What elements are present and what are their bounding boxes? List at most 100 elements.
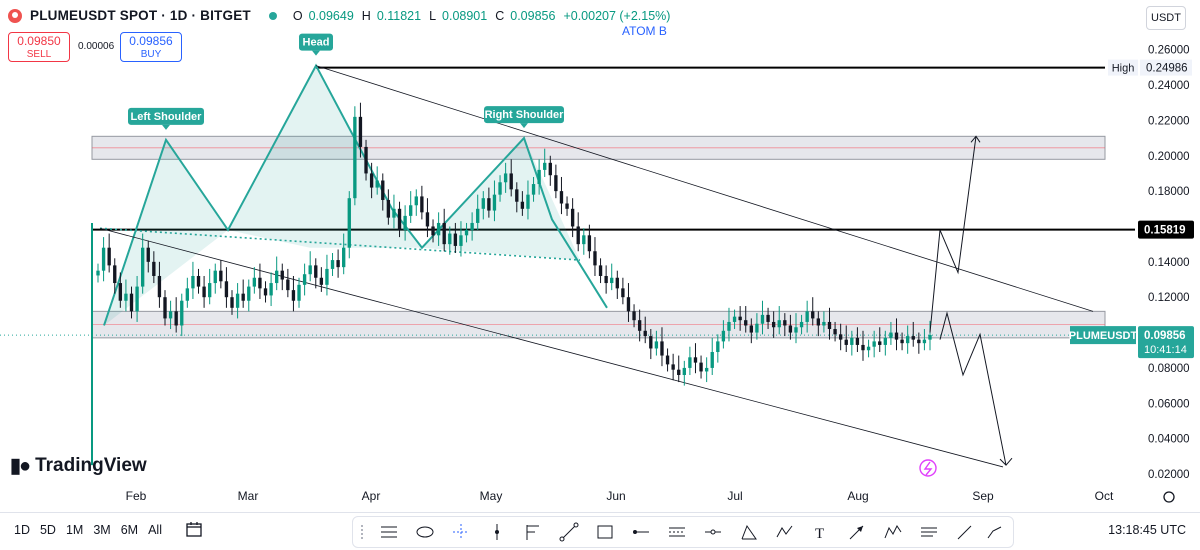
fib-retracement-icon[interactable] bbox=[379, 522, 399, 542]
candle-body bbox=[146, 247, 150, 262]
utc-clock[interactable]: 13:18:45 UTC bbox=[1108, 523, 1186, 537]
drag-handle[interactable] bbox=[361, 525, 367, 539]
tradingview-logo: ▮● TradingView bbox=[10, 453, 147, 478]
candle bbox=[219, 260, 223, 289]
candle-body bbox=[665, 355, 670, 365]
trend-line-icon[interactable] bbox=[559, 522, 579, 542]
brush-icon[interactable] bbox=[955, 522, 975, 542]
current-symbol-text: PLUMEUSDT bbox=[1069, 330, 1138, 342]
elliott-wave-icon[interactable] bbox=[883, 522, 903, 542]
range-5d[interactable]: 5D bbox=[39, 523, 56, 537]
candle bbox=[727, 307, 731, 342]
buy-price: 0.09856 bbox=[129, 34, 173, 48]
candle bbox=[621, 277, 625, 305]
indicator-label[interactable]: ATOM B bbox=[622, 24, 667, 38]
chart-annotations: Left Shoulder Head Right Shoulder High 0.249… bbox=[128, 33, 1194, 477]
candle bbox=[889, 321, 893, 345]
horizontal-ray-icon[interactable] bbox=[631, 522, 651, 542]
calendar-goto-icon[interactable] bbox=[186, 521, 202, 537]
x-tick-label: Feb bbox=[126, 489, 147, 503]
candle-body bbox=[180, 300, 184, 326]
pattern-fill bbox=[104, 65, 580, 326]
candle-body bbox=[347, 198, 351, 248]
horizontal-line-icon[interactable] bbox=[703, 522, 723, 542]
candle bbox=[604, 265, 608, 294]
long-position-icon[interactable] bbox=[919, 522, 939, 542]
ohlc-change: +0.00207 (+2.15%) bbox=[563, 8, 671, 23]
candle-body bbox=[811, 311, 815, 319]
candle bbox=[464, 222, 469, 243]
market-status-icon bbox=[268, 11, 277, 20]
sell-button[interactable]: 0.09850 SELL bbox=[8, 32, 70, 62]
channel-upper-line bbox=[315, 65, 1094, 312]
candle-body bbox=[436, 222, 441, 236]
candle bbox=[353, 106, 357, 206]
candle-body bbox=[716, 341, 720, 353]
parallel-channel-icon[interactable] bbox=[667, 522, 687, 542]
candle bbox=[325, 254, 329, 296]
ohlc-high: 0.11821 bbox=[376, 8, 422, 23]
candle-body bbox=[693, 357, 698, 363]
high-tag-text: High bbox=[1112, 63, 1135, 75]
candle-body bbox=[464, 230, 469, 236]
candle bbox=[844, 325, 848, 353]
candle-body bbox=[252, 277, 257, 287]
candle bbox=[749, 318, 753, 344]
buy-button[interactable]: 0.09856 BUY bbox=[120, 32, 182, 62]
candle-body bbox=[721, 330, 726, 342]
candle bbox=[369, 162, 374, 199]
rectangle-icon[interactable] bbox=[595, 522, 615, 542]
candle bbox=[135, 275, 139, 322]
y-tick-label: 0.02000 bbox=[1148, 469, 1190, 481]
range-3m[interactable]: 3M bbox=[93, 523, 111, 537]
symbol-title[interactable]: PLUMEUSDT SPOT · 1D · BITGET bbox=[30, 8, 251, 23]
drawing-tools-panel: T bbox=[352, 516, 1014, 548]
candle-body bbox=[838, 334, 843, 340]
candle-body bbox=[554, 175, 558, 192]
vertical-line-icon[interactable] bbox=[487, 522, 507, 542]
bitget-logo-icon bbox=[8, 8, 22, 23]
candle bbox=[163, 290, 167, 326]
lightning-event-icon bbox=[919, 459, 937, 477]
text-tool-icon[interactable]: T bbox=[811, 522, 831, 542]
candle bbox=[570, 198, 575, 238]
pitchfork-icon[interactable] bbox=[523, 522, 543, 542]
xabcd-pattern-icon[interactable] bbox=[775, 522, 795, 542]
candle bbox=[152, 251, 156, 284]
candle bbox=[738, 306, 742, 331]
candle-body bbox=[129, 293, 134, 312]
ellipse-icon[interactable] bbox=[415, 522, 435, 542]
range-all[interactable]: All bbox=[148, 523, 162, 537]
candle-body bbox=[872, 341, 876, 347]
candle bbox=[263, 281, 268, 303]
arrow-tool-icon[interactable] bbox=[847, 522, 867, 542]
candle bbox=[799, 314, 804, 335]
candle-body bbox=[113, 265, 117, 284]
high-value-bg bbox=[1140, 59, 1192, 76]
candle-body bbox=[531, 184, 536, 195]
pattern-label-pointer bbox=[520, 123, 528, 129]
currency-selector[interactable]: USDT bbox=[1146, 6, 1186, 30]
candle-body bbox=[208, 283, 212, 298]
candle-body bbox=[185, 288, 190, 301]
candle bbox=[168, 300, 173, 330]
range-6m[interactable]: 6M bbox=[120, 523, 139, 537]
candle bbox=[838, 323, 843, 351]
candle-body bbox=[420, 196, 424, 213]
crosshair-icon[interactable] bbox=[451, 522, 471, 542]
candle-body bbox=[275, 270, 279, 284]
candle-body bbox=[515, 189, 519, 202]
triangle-pattern-icon[interactable] bbox=[739, 522, 759, 542]
range-1m[interactable]: 1M bbox=[65, 523, 84, 537]
bearish-projection bbox=[939, 311, 1007, 466]
candle bbox=[107, 233, 111, 273]
path-tool-icon[interactable] bbox=[985, 522, 1005, 542]
candle bbox=[509, 159, 513, 197]
candle bbox=[783, 313, 787, 337]
candle-body bbox=[755, 323, 759, 333]
tradingview-mark-icon: ▮● bbox=[10, 455, 31, 477]
range-1d[interactable]: 1D bbox=[14, 523, 30, 537]
candle bbox=[420, 185, 424, 220]
candle bbox=[224, 267, 229, 308]
